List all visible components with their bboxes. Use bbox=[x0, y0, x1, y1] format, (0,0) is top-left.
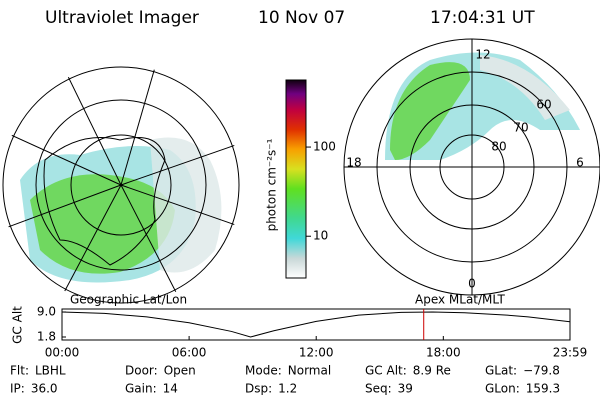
instrument-title: Ultraviolet Imager bbox=[45, 8, 199, 28]
mlt-label: 0 bbox=[468, 277, 476, 291]
date: 10 Nov 07 bbox=[258, 8, 345, 28]
field-value: 8.9 Re bbox=[413, 364, 451, 378]
x-tick-label: 12:00 bbox=[299, 346, 334, 360]
field-label: GC Alt: bbox=[365, 364, 407, 378]
x-tick-label: 18:00 bbox=[426, 346, 461, 360]
mlt-label: 12 bbox=[475, 48, 490, 62]
polar-caption: Apex MLat/MLT bbox=[415, 293, 505, 307]
colorbar-tick-label: 100 bbox=[313, 140, 336, 154]
time: 17:04:31 UT bbox=[430, 8, 535, 28]
geo-map bbox=[1, 65, 241, 304]
field-label: Seq: bbox=[365, 382, 392, 396]
field-value: Open bbox=[164, 364, 196, 378]
plot-frame bbox=[61, 308, 571, 341]
field-label: Door: bbox=[125, 364, 158, 378]
field-value: 1.2 bbox=[278, 382, 297, 396]
field-label: Gain: bbox=[125, 382, 157, 396]
geo-caption: Geographic Lat/Lon bbox=[70, 293, 187, 307]
mlat-label: 80 bbox=[491, 140, 506, 154]
colorbar bbox=[285, 79, 307, 279]
x-tick-label: 00:00 bbox=[45, 346, 80, 360]
polar-map bbox=[343, 38, 600, 296]
field-value: LBHL bbox=[35, 364, 66, 378]
field-label: IP: bbox=[10, 382, 25, 396]
mlt-label: 6 bbox=[576, 156, 584, 170]
y-tick-label: 1.8 bbox=[37, 330, 56, 344]
field-label: Mode: bbox=[245, 364, 282, 378]
colorbar-tick-label: 10 bbox=[313, 229, 328, 243]
mlt-label: 18 bbox=[346, 156, 361, 170]
y-axis-label: GC Alt bbox=[11, 306, 25, 344]
field-value: −79.8 bbox=[523, 364, 560, 378]
x-tick-label: 23:59 bbox=[553, 346, 588, 360]
altitude-plot: 9.0 1.8 00:00 06:00 12:00 18:00 23:59 bbox=[37, 305, 587, 360]
field-label: GLat: bbox=[485, 364, 517, 378]
x-tick-label: 06:00 bbox=[172, 346, 207, 360]
altitude-line bbox=[61, 311, 571, 338]
field-value: 39 bbox=[398, 382, 413, 396]
mlat-label: 70 bbox=[513, 121, 528, 135]
colorbar-axis: 10 100 bbox=[306, 140, 336, 243]
colorbar-label: photon cm⁻²s⁻¹ bbox=[265, 138, 279, 231]
mlat-label: 60 bbox=[536, 98, 551, 112]
status-footer: Flt: LBHL Door: Open Mode: Normal GC Alt: 8.9 R… bbox=[10, 364, 560, 396]
y-tick-label: 9.0 bbox=[37, 305, 56, 319]
field-label: GLon: bbox=[485, 382, 520, 396]
field-value: 159.3 bbox=[526, 382, 560, 396]
field-value: Normal bbox=[288, 364, 331, 378]
field-value: 14 bbox=[163, 382, 178, 396]
field-value: 36.0 bbox=[31, 382, 58, 396]
field-label: Flt: bbox=[10, 364, 29, 378]
field-label: Dsp: bbox=[245, 382, 272, 396]
